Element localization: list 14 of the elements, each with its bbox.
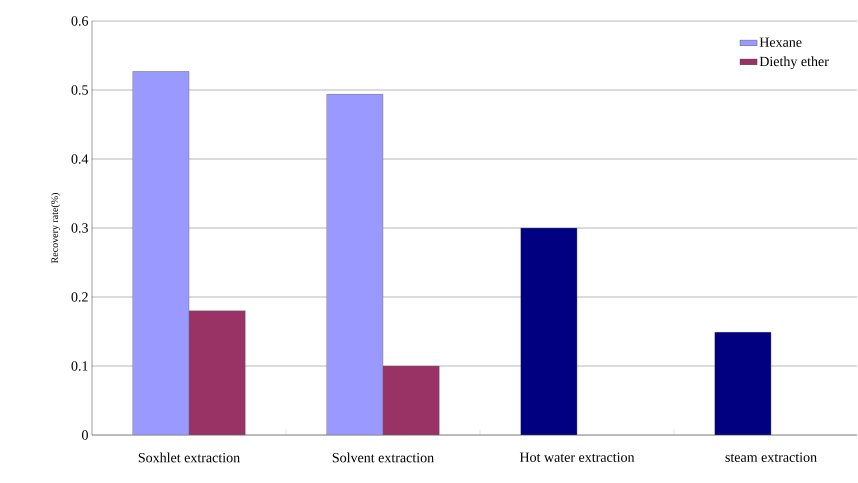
x-tick-label: steam extraction — [726, 452, 817, 462]
x-tick-label: Soxhlet extraction — [138, 452, 240, 462]
legend-label: Diethy ether — [760, 56, 829, 70]
y-tick-label: 0.3 — [72, 223, 88, 233]
legend-label: Hexane — [760, 38, 802, 47]
y-tick-label: 0 — [82, 430, 88, 440]
y-tick-label: 0.1 — [72, 361, 88, 371]
x-tick-label: Hot water extraction — [520, 452, 634, 462]
y-tick-label: 0.5 — [72, 85, 88, 95]
y-tick-label: 0.2 — [72, 292, 88, 302]
y-axis-title: Recovery rate(%) — [51, 193, 60, 264]
y-tick-label: 0.6 — [72, 16, 88, 26]
y-tick-label: 0.4 — [72, 154, 88, 164]
x-tick-label: Solvent extraction — [332, 452, 434, 462]
